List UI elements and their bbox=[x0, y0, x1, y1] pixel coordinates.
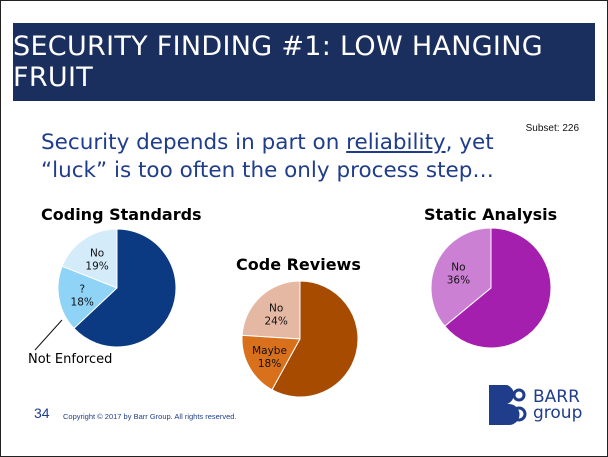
title-banner: SECURITY FINDING #1: LOW HANGING FRUIT bbox=[13, 23, 595, 101]
slice-label: Maybe 18% bbox=[252, 345, 287, 370]
copyright-notice: Copyright © 2017 by Barr Group. All righ… bbox=[63, 412, 237, 421]
slice-label: ? 18% bbox=[71, 284, 94, 309]
headline-reliability: reliability bbox=[346, 130, 446, 155]
yes-slice bbox=[73, 228, 177, 348]
code-reviews-pie: No 24% Maybe 18% bbox=[241, 280, 359, 398]
headline-part-1: Security depends in part on bbox=[41, 130, 347, 155]
slice-label: No 24% bbox=[265, 303, 288, 328]
yes-slice bbox=[444, 227, 552, 349]
logo-text-barr: BARR bbox=[533, 387, 580, 407]
barr-logo-icon bbox=[489, 385, 527, 425]
coding-standards-title: Coding Standards bbox=[41, 205, 202, 224]
not-enforced-pointer bbox=[34, 319, 63, 351]
maybe-slice bbox=[241, 334, 301, 391]
subset-note: Subset: 226 bbox=[525, 123, 579, 134]
static-analysis-title: Static Analysis bbox=[424, 205, 558, 224]
no-slice bbox=[430, 227, 492, 327]
code-reviews-title: Code Reviews bbox=[236, 255, 361, 274]
unknown-slice bbox=[57, 265, 118, 330]
slice-label: No 36% bbox=[447, 262, 470, 287]
slice-label: No 19% bbox=[85, 248, 108, 273]
slide-title: SECURITY FINDING #1: LOW HANGING FRUIT bbox=[13, 31, 543, 93]
no-slice bbox=[241, 280, 301, 340]
headline: Security depends in part on reliability,… bbox=[41, 129, 511, 185]
not-enforced-label: Not Enforced bbox=[28, 352, 113, 367]
yes-slice bbox=[271, 280, 359, 398]
barr-group-logo: BARR group bbox=[489, 383, 582, 427]
page-number: 34 bbox=[34, 405, 50, 421]
static-analysis-pie: No 36% bbox=[430, 227, 552, 349]
headline-part-2: , yet “luck” is too often the only proce… bbox=[41, 130, 494, 183]
coding-standards-pie: No 19% ? 18% bbox=[57, 228, 177, 348]
no-slice bbox=[61, 228, 118, 289]
logo-text-group: group bbox=[533, 403, 583, 423]
